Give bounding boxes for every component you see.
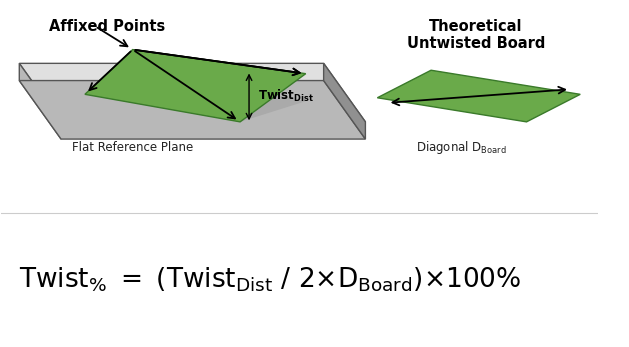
FancyArrowPatch shape [89,51,131,90]
FancyArrowPatch shape [392,87,565,105]
Polygon shape [19,81,365,139]
Polygon shape [377,70,580,122]
FancyArrowPatch shape [247,75,252,119]
FancyArrowPatch shape [135,50,299,75]
Polygon shape [19,64,61,139]
Text: Theoretical
Untwisted Board: Theoretical Untwisted Board [406,19,545,51]
Polygon shape [85,74,306,122]
Text: Affixed Points: Affixed Points [49,19,165,34]
Text: Twist$_{\%}$ $=$ (Twist$_{\mathrm{Dist}}$ $/$ 2$\times$D$_{\mathrm{Board}}$)$\ti: Twist$_{\%}$ $=$ (Twist$_{\mathrm{Dist}}… [19,266,521,295]
Text: Flat Reference Plane: Flat Reference Plane [72,141,193,154]
FancyArrowPatch shape [135,51,235,118]
Polygon shape [85,50,306,122]
Polygon shape [324,64,365,139]
Text: Diagonal D$_{\mathregular{Board}}$: Diagonal D$_{\mathregular{Board}}$ [416,139,506,156]
FancyArrowPatch shape [97,28,128,46]
Text: Twist$_{\mathregular{Dist}}$: Twist$_{\mathregular{Dist}}$ [258,88,314,104]
Polygon shape [19,64,365,122]
FancyArrowPatch shape [135,50,299,75]
